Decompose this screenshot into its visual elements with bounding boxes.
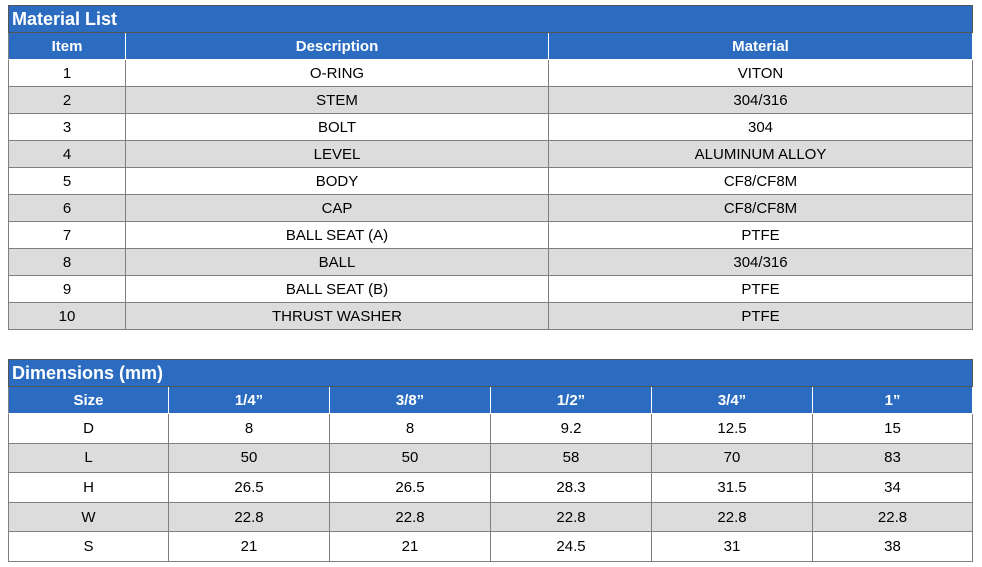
table-cell: 21 [330,532,491,562]
table-cell: STEM [126,87,549,114]
table-cell: 31 [652,532,813,562]
table-cell: PTFE [549,303,973,330]
table-cell: 8 [169,414,330,444]
table-cell: BODY [126,168,549,195]
column-header: Material [549,33,973,60]
table-cell: S [8,532,169,562]
table-cell: BALL SEAT (B) [126,276,549,303]
table-cell: 3 [8,114,126,141]
table-cell: 50 [330,443,491,474]
table-title: Material List [8,5,973,33]
table-cell: CAP [126,195,549,222]
column-header: Item [8,33,126,60]
table-cell: 26.5 [169,473,330,503]
table-cell: LEVEL [126,141,549,168]
table-cell: 34 [813,473,973,503]
table-cell: ALUMINUM ALLOY [549,141,973,168]
table-cell: BALL [126,249,549,276]
table-cell: 22.8 [169,502,330,533]
table-cell: 28.3 [491,473,652,503]
table-cell: 304 [549,114,973,141]
table-cell: 31.5 [652,473,813,503]
table-cell: 9 [8,276,126,303]
table-cell: D [8,414,169,444]
table-cell: 4 [8,141,126,168]
table-cell: 9.2 [491,414,652,444]
table-cell: 6 [8,195,126,222]
table-cell: 22.8 [491,502,652,533]
table-cell: PTFE [549,222,973,249]
table-cell: 22.8 [813,502,973,533]
column-header: 1” [813,387,973,414]
table-cell: PTFE [549,276,973,303]
table-cell: 50 [169,443,330,474]
table-cell: VITON [549,60,973,87]
table-cell: H [8,473,169,503]
table-cell: 22.8 [330,502,491,533]
table-cell: 304/316 [549,87,973,114]
table-cell: 83 [813,443,973,474]
table-cell: 38 [813,532,973,562]
table-cell: 2 [8,87,126,114]
table-cell: L [8,443,169,474]
table-cell: 304/316 [549,249,973,276]
table-cell: CF8/CF8M [549,168,973,195]
column-header: Size [8,387,169,414]
column-header: Description [126,33,549,60]
table-cell: THRUST WASHER [126,303,549,330]
table-cell: 58 [491,443,652,474]
table-cell: 12.5 [652,414,813,444]
table-cell: 26.5 [330,473,491,503]
table-cell: 21 [169,532,330,562]
column-header: 3/4” [652,387,813,414]
table-cell: 7 [8,222,126,249]
table-cell: CF8/CF8M [549,195,973,222]
table-title: Dimensions (mm) [8,359,973,387]
table-cell: BALL SEAT (A) [126,222,549,249]
table-cell: 24.5 [491,532,652,562]
table-cell: 70 [652,443,813,474]
table-cell: BOLT [126,114,549,141]
table-cell: O-RING [126,60,549,87]
table-cell: 10 [8,303,126,330]
column-header: 3/8” [330,387,491,414]
column-header: 1/2” [491,387,652,414]
table-cell: 8 [330,414,491,444]
table-cell: W [8,502,169,533]
table-cell: 22.8 [652,502,813,533]
table-cell: 8 [8,249,126,276]
table-cell: 1 [8,60,126,87]
table-cell: 15 [813,414,973,444]
column-header: 1/4” [169,387,330,414]
table-cell: 5 [8,168,126,195]
